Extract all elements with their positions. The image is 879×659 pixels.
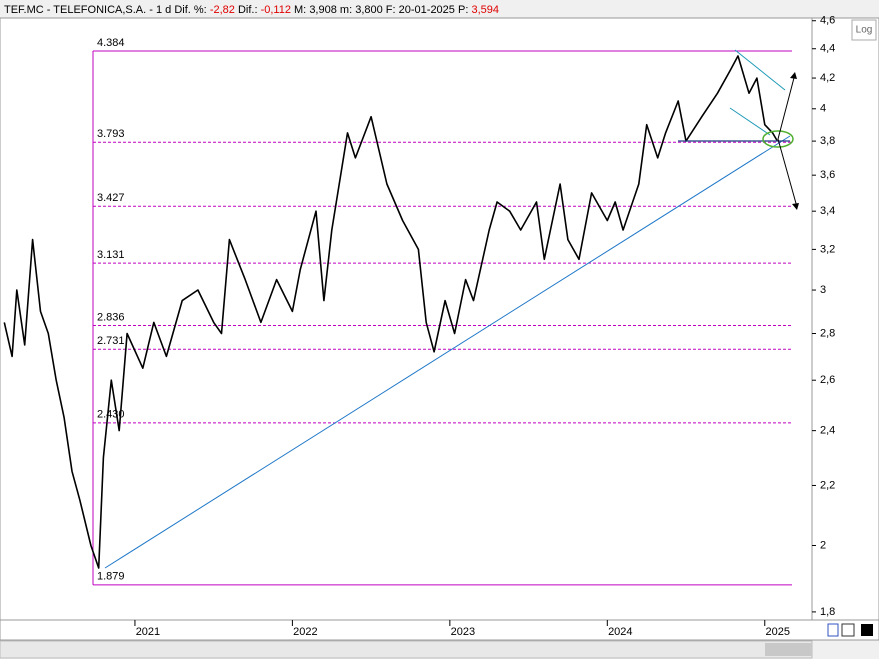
y-tick-label: 2,8	[820, 327, 835, 339]
y-axis-area	[811, 17, 879, 621]
level-label: 1.879	[97, 571, 125, 583]
y-tick-label: 2,2	[820, 479, 835, 491]
x-axis-area	[0, 619, 879, 641]
stat-value: 20-01-2025	[399, 4, 455, 16]
scrollbar[interactable]	[0, 640, 813, 659]
y-tick-label: 1,8	[820, 606, 835, 618]
stat-label: Dif.:	[238, 4, 258, 16]
stat-value: -2,82	[210, 4, 235, 16]
x-tick-label: 2024	[608, 626, 632, 638]
scroll-thumb[interactable]	[765, 643, 812, 656]
y-tick-label: 3,2	[820, 243, 835, 255]
level-label: 2.731	[97, 335, 125, 347]
stat-value: -0,112	[261, 4, 291, 16]
y-tick-label: 3,6	[820, 169, 835, 181]
header: TEF.MC - TELEFONICA,S.A. - 1 d Dif. %: -…	[4, 4, 499, 16]
y-tick-label: 2,4	[820, 425, 835, 437]
price-line	[3, 55, 779, 569]
header-text: TEF.MC - TELEFONICA,S.A. - 1 d Dif. %: -…	[4, 4, 499, 16]
level-label: 3.427	[97, 192, 125, 204]
stat-value: 3,908	[309, 4, 337, 16]
y-tick-label: 3,4	[820, 205, 835, 217]
level-label: 3.131	[97, 249, 125, 261]
y-tick-label: 4	[820, 103, 826, 115]
title: TEF.MC - TELEFONICA,S.A. - 1 d	[4, 4, 171, 16]
level-label: 3.793	[97, 128, 125, 140]
stat-label: M:	[294, 4, 306, 16]
y-tick-label: 2	[820, 539, 826, 551]
log-button[interactable]: Log	[856, 25, 873, 36]
stat-value: 3,800	[355, 4, 383, 16]
print-button[interactable]	[841, 623, 855, 637]
color-button[interactable]	[861, 624, 873, 636]
plot-area	[0, 17, 813, 621]
x-tick-label: 2022	[293, 626, 317, 638]
stat-value: 3,594	[471, 4, 499, 16]
y-tick-label: 4,6	[820, 15, 835, 27]
stat-label: P:	[458, 4, 468, 16]
x-tick-label: 2023	[451, 626, 475, 638]
y-tick-label: 4,4	[820, 43, 835, 55]
annotations	[104, 49, 799, 569]
y-tick-label: 4,2	[820, 72, 835, 84]
level-label: 4.384	[97, 37, 125, 49]
y-tick-label: 3	[820, 284, 826, 296]
y-tick-label: 2,6	[820, 374, 835, 386]
stat-label: m:	[340, 4, 352, 16]
x-tick-label: 2025	[766, 626, 790, 638]
stat-label: Dif. %:	[174, 4, 206, 16]
log-button-box[interactable]	[851, 19, 877, 41]
x-tick-label: 2021	[136, 626, 160, 638]
y-tick-label: 3,8	[820, 135, 835, 147]
save-button[interactable]	[827, 623, 839, 637]
level-label: 2.836	[97, 311, 125, 323]
stat-label: F:	[386, 4, 396, 16]
